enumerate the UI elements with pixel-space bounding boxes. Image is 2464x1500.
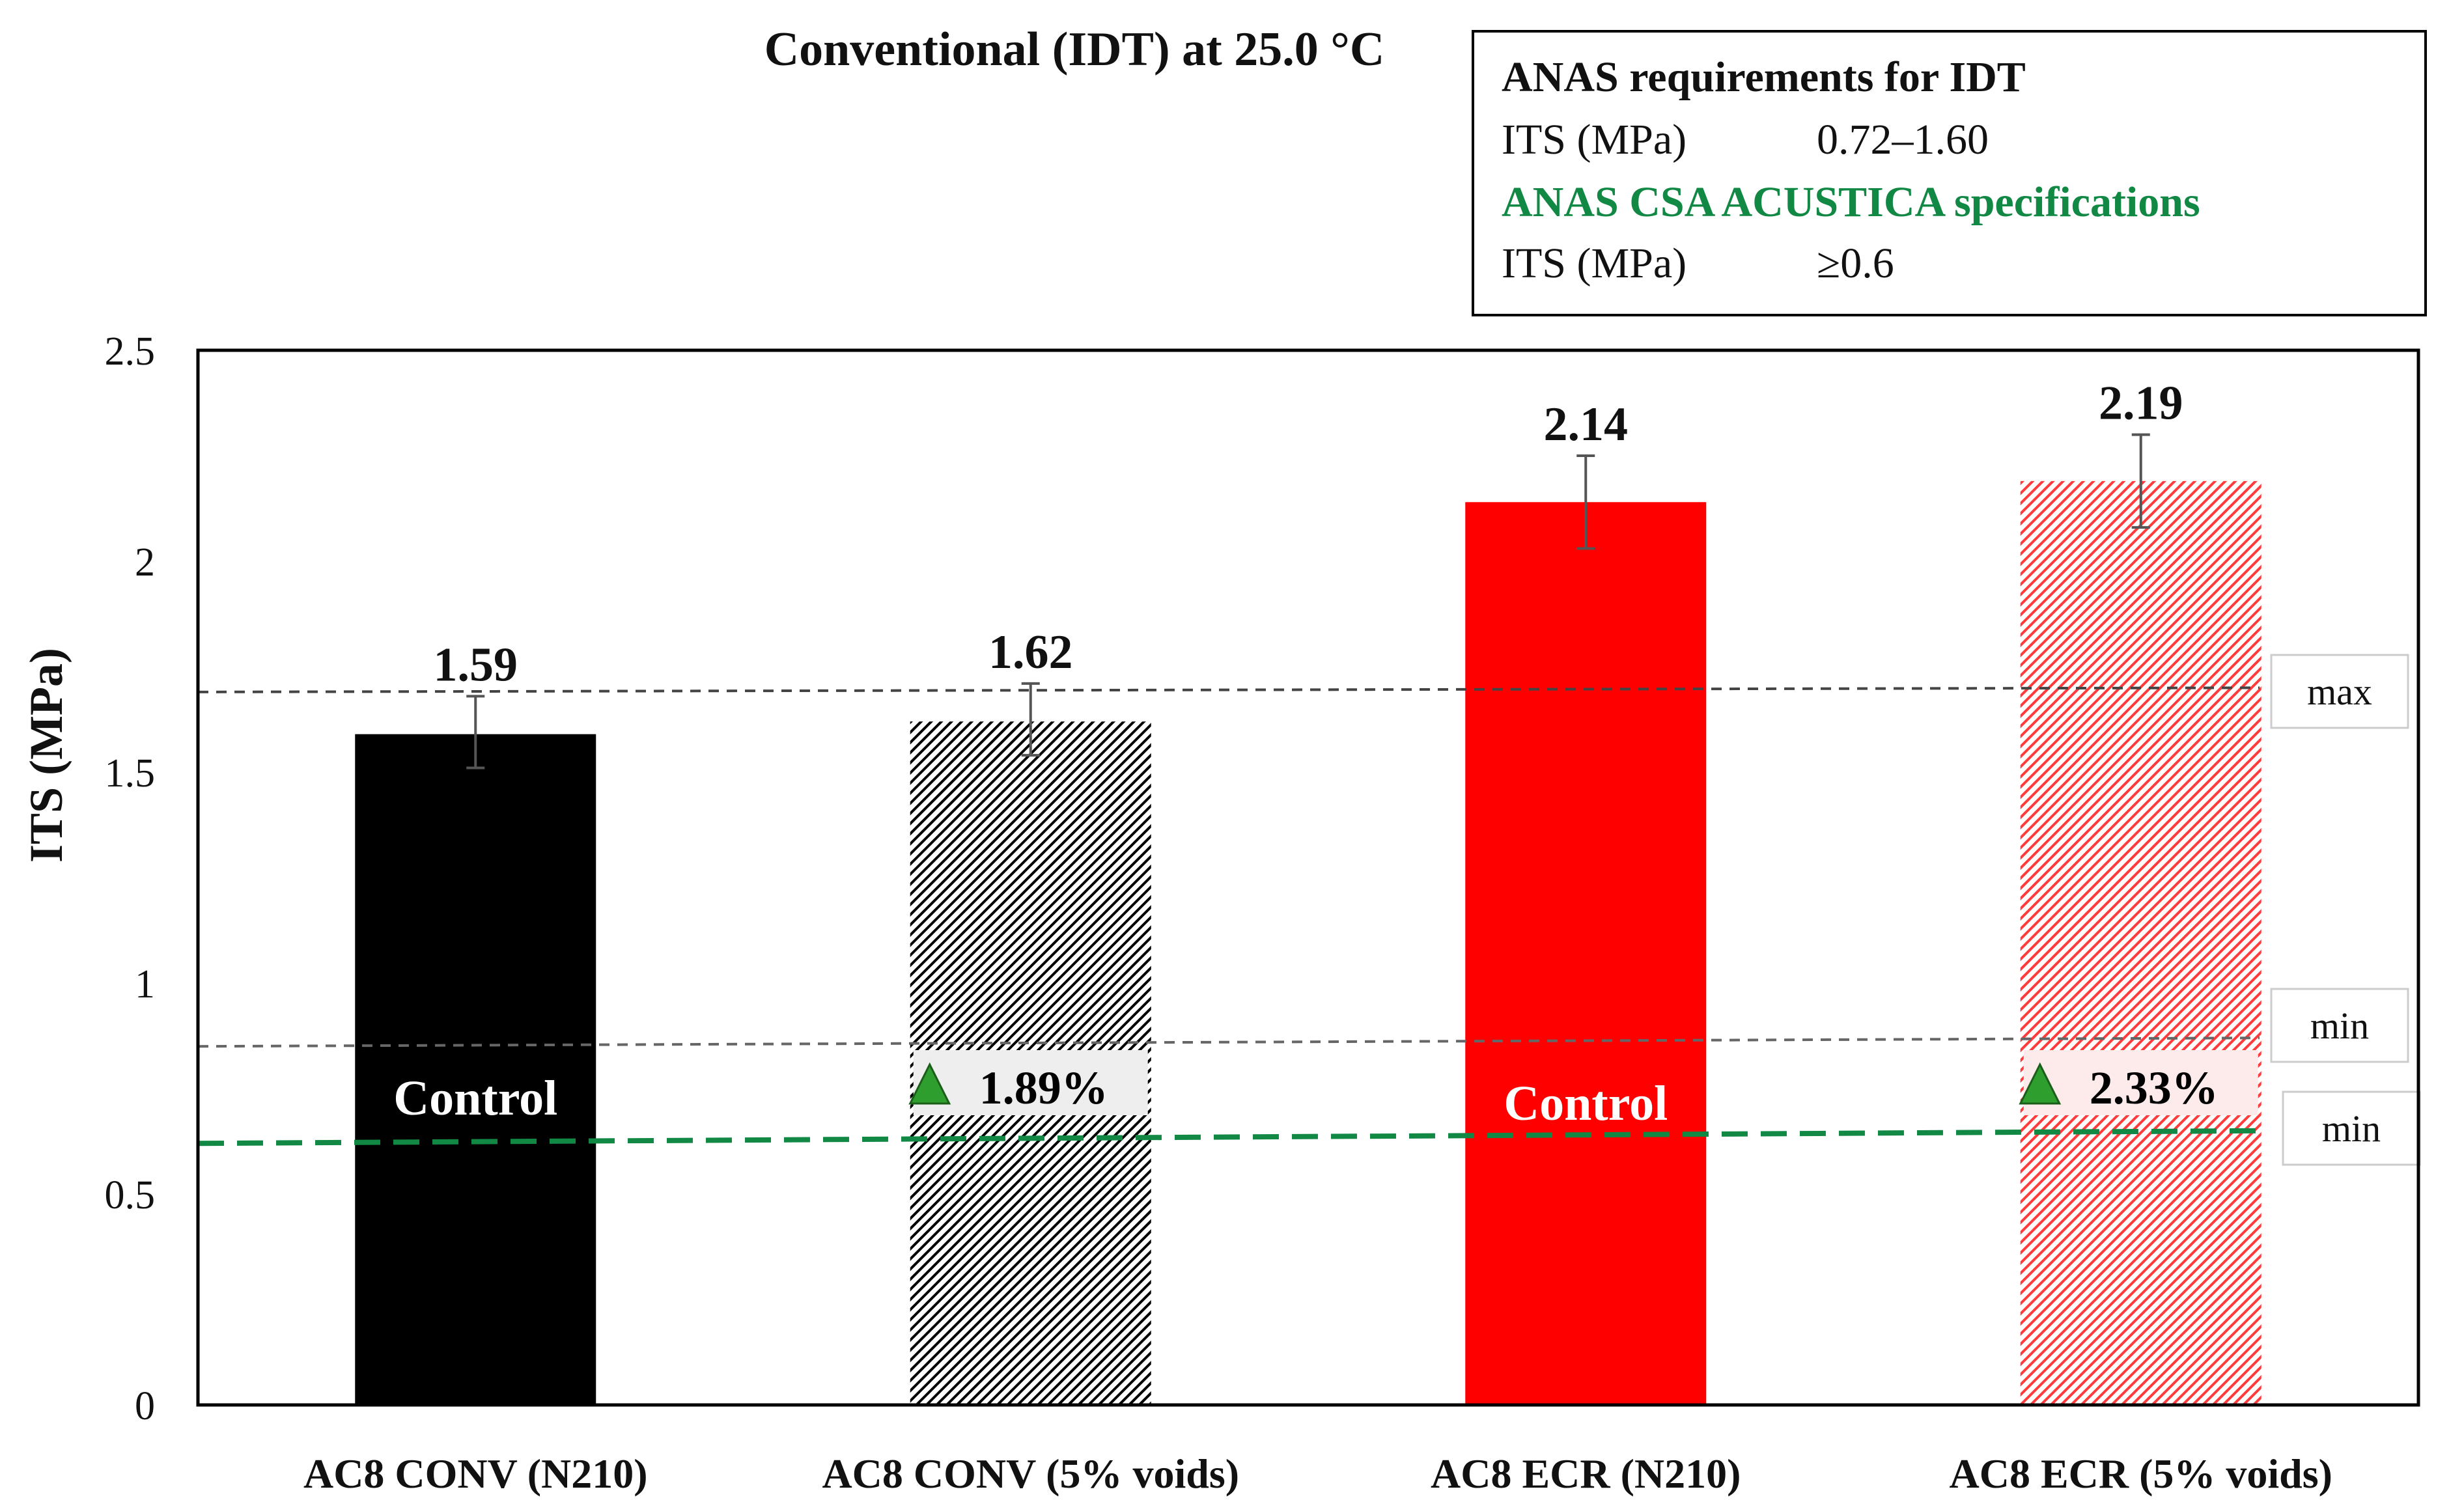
- legend-row2-value: ≥0.6: [1817, 240, 1894, 287]
- ref-label-anas-max: max: [2307, 671, 2372, 713]
- y-axis-ticks: 0 0.5 1 1.5 2 2.5: [105, 329, 156, 1428]
- ref-line-anas-min: [197, 1036, 2260, 1048]
- bar-1: [355, 734, 596, 1405]
- value-label-1: 1.59: [434, 638, 518, 691]
- annotation-4: 2.33%: [2090, 1062, 2219, 1114]
- legend-heading-anas: ANAS requirements for IDT: [1502, 53, 2026, 101]
- legend-row1-value: 0.72–1.60: [1817, 116, 1989, 163]
- reference-lines: max min min: [197, 654, 2421, 1166]
- ref-label-anas-min: min: [2310, 1005, 2369, 1047]
- annotation-3: Control: [1504, 1076, 1668, 1131]
- value-labels: 1.59 1.62 2.14 2.19 Control 1.89% Control 2.33%: [393, 377, 2258, 1131]
- y-tick-label: 2: [135, 540, 155, 585]
- legend-box: [1472, 30, 2427, 316]
- ref-label-csa-min: min: [2322, 1107, 2381, 1150]
- value-label-3: 2.14: [1544, 398, 1629, 451]
- ref-label-box-csa-min: [2282, 1090, 2421, 1166]
- legend-row2-label: ITS (MPa): [1502, 240, 1687, 287]
- category-label-1: AC8 CONV (N210): [303, 1451, 648, 1497]
- value-label-2: 1.62: [988, 626, 1073, 679]
- up-triangle-icon: [2019, 1062, 2062, 1105]
- legend-row1-label: ITS (MPa): [1502, 116, 1687, 163]
- ref-label-box-anas-min: [2270, 988, 2409, 1063]
- y-axis-label: ITS (MPa): [20, 648, 72, 863]
- annotation-1: Control: [393, 1071, 557, 1126]
- legend-heading-csa: ANAS CSA ACUSTICA specifications: [1502, 178, 2200, 226]
- bars: [355, 480, 2261, 1405]
- annotation-2: 1.89%: [979, 1062, 1108, 1114]
- y-tick-label: 0.5: [105, 1173, 156, 1217]
- ref-line-anas-max: [197, 686, 2260, 693]
- y-tick-label: 2.5: [105, 329, 156, 374]
- annotation-bg-2: [913, 1050, 1148, 1115]
- bar-4: [2020, 480, 2261, 1405]
- up-triangle-icon: [908, 1062, 951, 1105]
- category-label-3: AC8 ECR (N210): [1431, 1451, 1741, 1497]
- legend: ANAS requirements for IDT ITS (MPa) 0.72…: [1472, 30, 2427, 316]
- y-tick-label: 0: [135, 1384, 155, 1428]
- error-bars: [466, 433, 2150, 770]
- plot-area: [196, 348, 2420, 1407]
- ref-label-box-anas-max: [2270, 654, 2409, 729]
- y-tick-label: 1: [135, 962, 155, 1007]
- chart-title: Conventional (IDT) at 25.0 °C: [764, 23, 1385, 76]
- category-label-4: AC8 ECR (5% voids): [1950, 1451, 2332, 1497]
- annotation-bg-4: [2023, 1050, 2258, 1115]
- value-label-4: 2.19: [2099, 377, 2183, 430]
- bar-3: [1465, 502, 1707, 1405]
- y-tick-label: 1.5: [105, 751, 156, 796]
- ref-line-csa-min: [197, 1128, 2260, 1146]
- category-label-2: AC8 CONV (5% voids): [822, 1451, 1239, 1497]
- category-labels: AC8 CONV (N210) AC8 CONV (5% voids) AC8 EC…: [303, 1451, 2332, 1497]
